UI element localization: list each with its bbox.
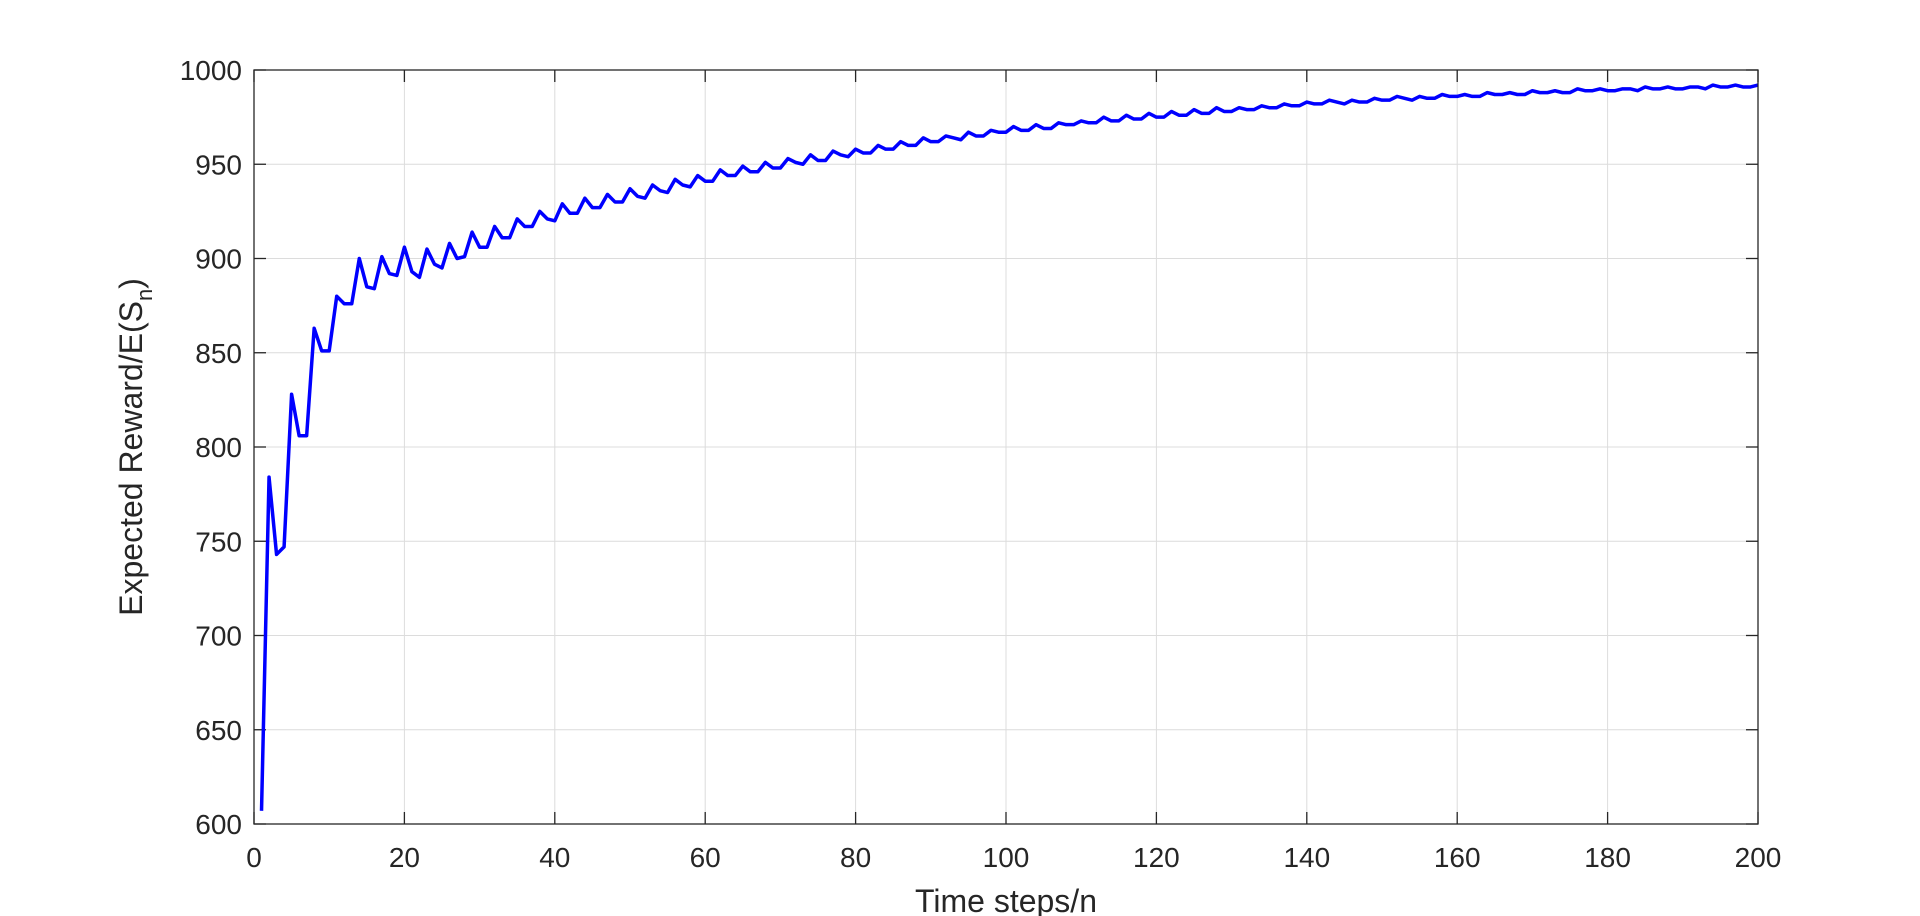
y-tick-label: 950 bbox=[195, 149, 242, 180]
axes-box bbox=[253, 69, 1759, 825]
x-tick-label: 100 bbox=[983, 842, 1030, 873]
y-tick-label: 900 bbox=[195, 244, 242, 275]
x-tick-label: 140 bbox=[1283, 842, 1330, 873]
x-tick-label: 60 bbox=[690, 842, 721, 873]
y-tick-label: 650 bbox=[195, 715, 242, 746]
series-line bbox=[259, 83, 1759, 811]
y-axis-label-main: Expected Reward/E(S bbox=[113, 301, 149, 616]
y-axis-label-subscript: n bbox=[132, 289, 157, 301]
y-tick-label: 700 bbox=[195, 621, 242, 652]
y-tick-label: 850 bbox=[195, 338, 242, 369]
y-axis-label-close: ) bbox=[113, 278, 149, 289]
y-tick-label: 750 bbox=[195, 526, 242, 557]
y-axis-label: Expected Reward/E(Sn) bbox=[113, 278, 157, 616]
x-tick-label: 0 bbox=[246, 842, 262, 873]
x-tick-label: 180 bbox=[1584, 842, 1631, 873]
x-axis-label: Time steps/n bbox=[915, 883, 1097, 916]
x-tick-label: 80 bbox=[840, 842, 871, 873]
y-tick-label: 1000 bbox=[180, 55, 242, 86]
gridlines bbox=[253, 69, 1759, 825]
tick-labels: 0 20 40 60 80 100 120 140 160 180 200 600 650 700 750 8… bbox=[180, 55, 1782, 873]
x-tick-label: 40 bbox=[539, 842, 570, 873]
x-tick-label: 200 bbox=[1735, 842, 1782, 873]
y-tick-label: 800 bbox=[195, 432, 242, 463]
y-tick-label: 600 bbox=[195, 809, 242, 840]
x-tick-label: 120 bbox=[1133, 842, 1180, 873]
x-tick-label: 160 bbox=[1434, 842, 1481, 873]
x-tick-label: 20 bbox=[389, 842, 420, 873]
